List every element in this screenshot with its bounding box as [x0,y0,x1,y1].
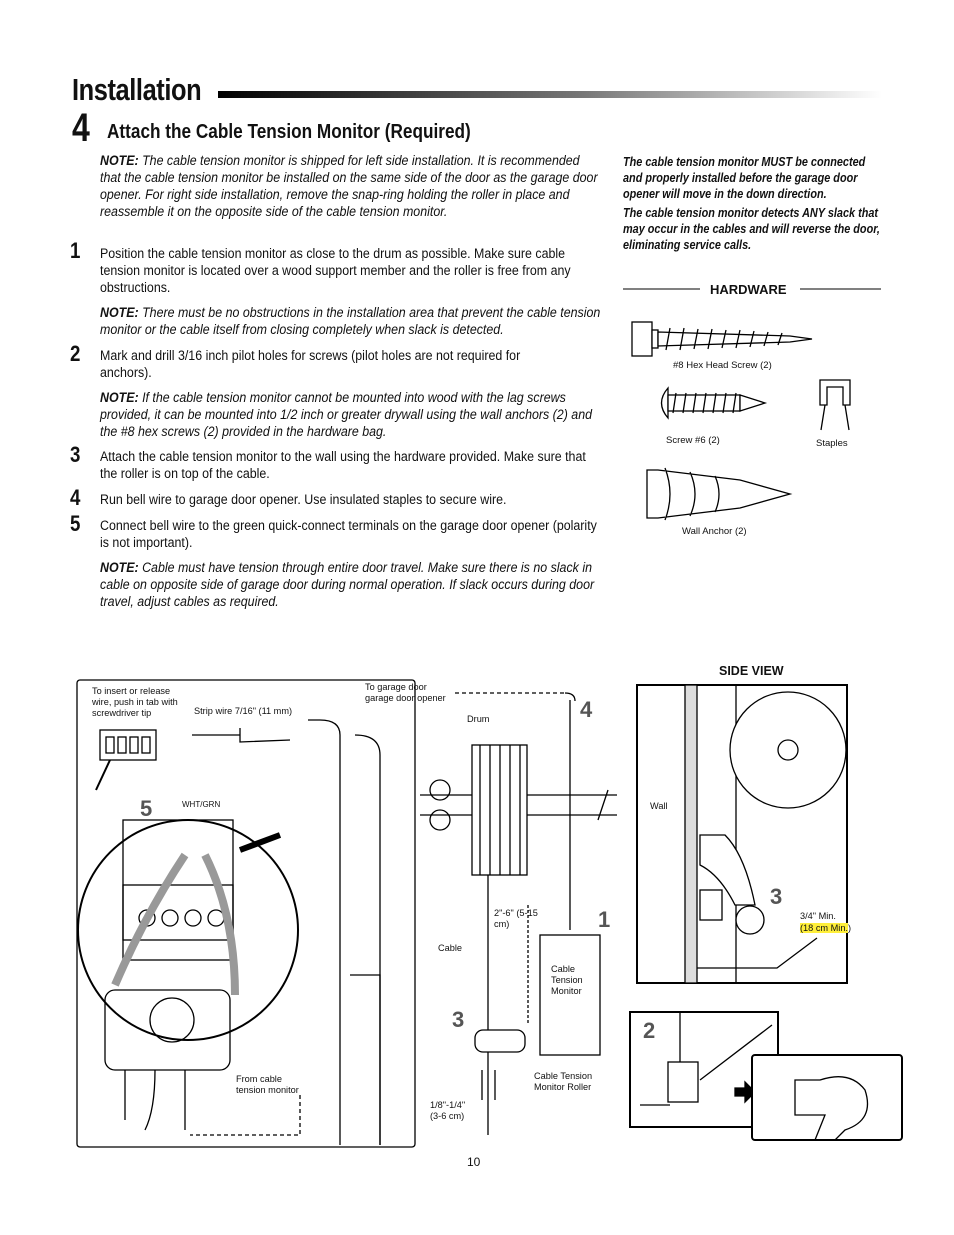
step-number: 2 [70,341,81,366]
note-text: There must be no obstructions in the ins… [100,305,601,338]
note-label: NOTE: [100,153,139,169]
figure-label: Cable Tension Monitor Roller [534,1071,593,1092]
hardware-item: #8 Hex Head Screw (2) [673,360,772,371]
step-number: 5 [70,511,81,536]
hardware-item: Wall Anchor (2) [682,526,747,537]
callout: 5 [140,796,153,821]
note-text: Cable must have tension through entire d… [100,560,595,610]
page-number: 10 [467,1155,481,1169]
highlight: (18 cm Min. [800,923,848,933]
figure-label: WHT/GRN [182,800,221,809]
step-number: 4 [70,485,81,510]
figure-label: To insert or release wire, push in tab w… [92,686,178,718]
step-text: Mark and drill 3/16 inch pilot holes for… [100,348,521,381]
staple-icon [819,379,851,431]
figure-label: Strip wire 7/16" (11 mm) [194,706,293,716]
figure-label: 2"-6" (5-15 cm) [494,908,538,929]
step-text: Attach the cable tension monitor to the … [100,449,586,482]
figure-label: 3/4" Min. [800,911,836,921]
side-view-title: SIDE VIEW [719,664,784,678]
figure-label: Cable [438,943,463,953]
hardware-title: HARDWARE [710,282,787,297]
step-number: 3 [70,442,81,467]
warning: The cable tension monitor MUST be connec… [623,155,866,201]
note-text: The cable tension monitor is shipped for… [100,153,598,220]
note-text: If the cable tension monitor cannot be m… [100,390,593,440]
callout: 2 [643,1018,656,1043]
section-number: 4 [72,106,90,150]
figure-label: (18 cm Min.) [800,923,851,934]
figure-label: From cable tension monitor [236,1074,299,1095]
step-number: 1 [70,238,81,263]
callout: 4 [580,697,593,722]
screw-icon [660,386,768,420]
figure-label: Drum [467,714,490,724]
step-note: NOTE: If the cable tension monitor canno… [100,390,601,441]
warning: The cable tension monitor detects ANY sl… [623,206,880,252]
note-label: NOTE: [100,560,139,576]
figure-label: To garage door garage door opener [365,682,446,703]
callout: 1 [598,907,611,932]
section-title: Attach the Cable Tension Monitor (Requir… [107,121,471,143]
figure-label: ) [848,923,852,933]
step-text: Position the cable tension monitor as cl… [100,246,571,296]
note-label: NOTE: [100,305,139,321]
figure-label: 1/8"-1/4" (3-6 cm) [430,1100,466,1121]
terminal-illustration [76,679,416,1148]
step-note: NOTE: Cable must have tension through en… [100,560,601,611]
side-view-illustration [636,684,848,984]
intro-note: NOTE: The cable tension monitor is shipp… [100,153,601,221]
page-title: Installation [72,72,202,107]
callout: 3 [770,884,783,909]
drum-illustration [420,692,617,1135]
step-note: NOTE: There must be no obstructions in t… [100,305,601,339]
figure-label: Wall [650,801,668,811]
figure-label: Cable Tension Monitor [551,964,583,996]
hardware-item: Screw #6 (2) [666,435,720,446]
step-text: Run bell wire to garage door opener. Use… [100,492,507,508]
step-text: Connect bell wire to the green quick-con… [100,518,597,551]
hardware-item: Staples [816,438,848,449]
callout: 3 [452,1007,465,1032]
note-label: NOTE: [100,390,139,406]
hex-screw-icon [631,321,813,357]
wall-anchor-icon [646,467,793,521]
title-rule [218,91,882,98]
drill-illustration [629,1011,903,1141]
